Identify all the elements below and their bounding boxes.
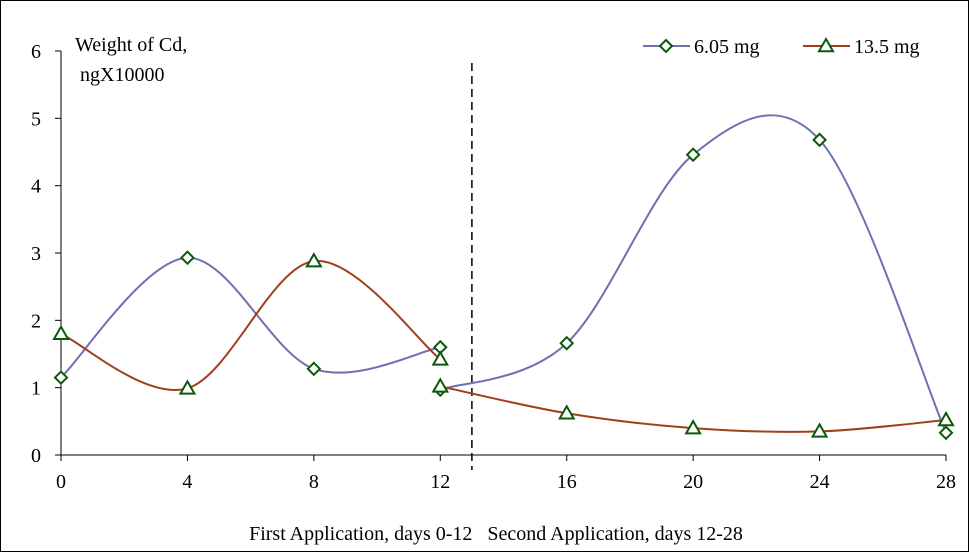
y-tick-label: 4 [31, 176, 41, 198]
series-1-diamond-marker [685, 147, 701, 163]
x-tick-label: 8 [309, 471, 319, 493]
series-2-triangle-marker [431, 377, 450, 393]
x-tick-label: 4 [182, 471, 192, 493]
series-2-triangle-marker [937, 410, 955, 427]
x-axis-label: First Application, days 0-12 Second Appl… [249, 523, 743, 545]
legend-triangle-marker-shape [817, 36, 835, 53]
legend-label-series-1: 6.05 mg [694, 36, 760, 58]
series-lines [60, 114, 947, 434]
y-tick-label: 2 [31, 310, 41, 332]
series-2-triangle-marker [305, 252, 323, 268]
x-tick-label: 28 [936, 471, 956, 493]
y-tick-label: 3 [31, 243, 41, 265]
y-tick-label: 0 [31, 445, 41, 467]
x-tick-label: 16 [557, 471, 577, 493]
y-tick-label: 6 [31, 41, 41, 63]
y-tick-label: 1 [31, 378, 41, 400]
series-1-diamond-marker [306, 361, 322, 377]
series-2-triangle-marker [52, 324, 70, 341]
y-axis-label-line-2: ngX10000 [80, 64, 164, 86]
series-markers [52, 132, 955, 441]
x-tick-label: 12 [430, 471, 450, 493]
legend-diamond-marker [658, 38, 674, 54]
series-2-line-segment [60, 260, 441, 391]
series-2-triangle-marker [431, 350, 450, 366]
x-tick-label: 24 [810, 471, 830, 493]
legend-triangle-marker [817, 36, 835, 53]
series-1-diamond-marker [812, 132, 827, 148]
series-1-diamond-marker [938, 425, 954, 441]
y-tick-label: 5 [31, 108, 41, 130]
legend-diamond-marker-shape [658, 38, 674, 54]
x-tick-label: 0 [56, 471, 66, 493]
x-tick-label: 20 [683, 471, 703, 493]
series-2-triangle-marker [810, 422, 829, 438]
y-axis-label-line-1: Weight of Cd, [75, 34, 187, 56]
series-1-diamond-marker [53, 370, 69, 385]
legend-label-series-2: 13.5 mg [854, 36, 920, 58]
series-1-diamond-marker [180, 250, 195, 266]
series-2-triangle-marker [178, 379, 197, 395]
series-1-line-segment [60, 256, 441, 379]
series-2-triangle-marker [557, 404, 576, 420]
series-2-triangle-marker [684, 419, 702, 435]
series-1-line-segment [439, 114, 947, 434]
series-1-diamond-marker [559, 335, 575, 351]
legend: 6.05 mg 13.5 mg [643, 36, 920, 58]
